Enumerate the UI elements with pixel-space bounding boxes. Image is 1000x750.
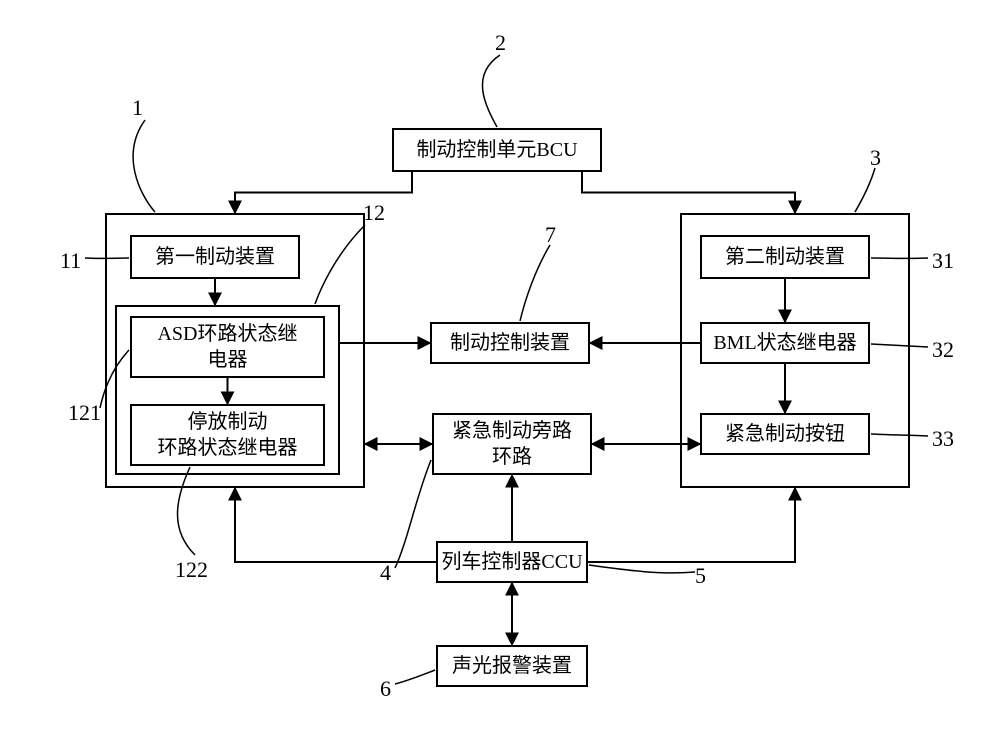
label: 声光报警装置 [452,653,572,679]
callout-31: 31 [932,248,954,274]
box-31: 第二制动装置 [700,235,870,279]
label: 第二制动装置 [725,244,845,270]
callout-33: 33 [932,426,954,452]
label: 紧急制动按钮 [725,421,845,447]
box-4: 紧急制动旁路环路 [432,413,592,475]
callout-5: 5 [695,563,706,589]
callout-1: 1 [132,95,143,121]
label: 制动控制单元BCU [416,137,577,163]
callout-4: 4 [380,560,391,586]
callout-12: 12 [363,200,385,226]
label: 制动控制装置 [450,330,570,356]
callout-11: 11 [60,248,81,274]
label: BML状态继电器 [713,330,856,356]
callout-2: 2 [495,30,506,56]
label: 停放制动环路状态继电器 [158,409,298,461]
callout-122: 122 [175,557,208,583]
callout-3: 3 [870,145,881,171]
box-5: 列车控制器CCU [436,541,588,583]
box-11: 第一制动装置 [130,235,300,279]
box-32: BML状态继电器 [700,322,870,364]
box-6: 声光报警装置 [436,645,588,687]
label: 第一制动装置 [155,244,275,270]
label: 紧急制动旁路环路 [452,418,572,470]
callout-7: 7 [545,222,556,248]
box-121: ASD环路状态继电器 [130,316,325,378]
box-bcu: 制动控制单元BCU [392,128,602,172]
box-7: 制动控制装置 [430,322,590,364]
callout-121: 121 [68,400,101,426]
label: 列车控制器CCU [441,549,582,575]
callout-32: 32 [932,337,954,363]
box-122: 停放制动环路状态继电器 [130,404,325,466]
label: ASD环路状态继电器 [157,321,297,373]
box-33: 紧急制动按钮 [700,413,870,455]
callout-6: 6 [380,676,391,702]
